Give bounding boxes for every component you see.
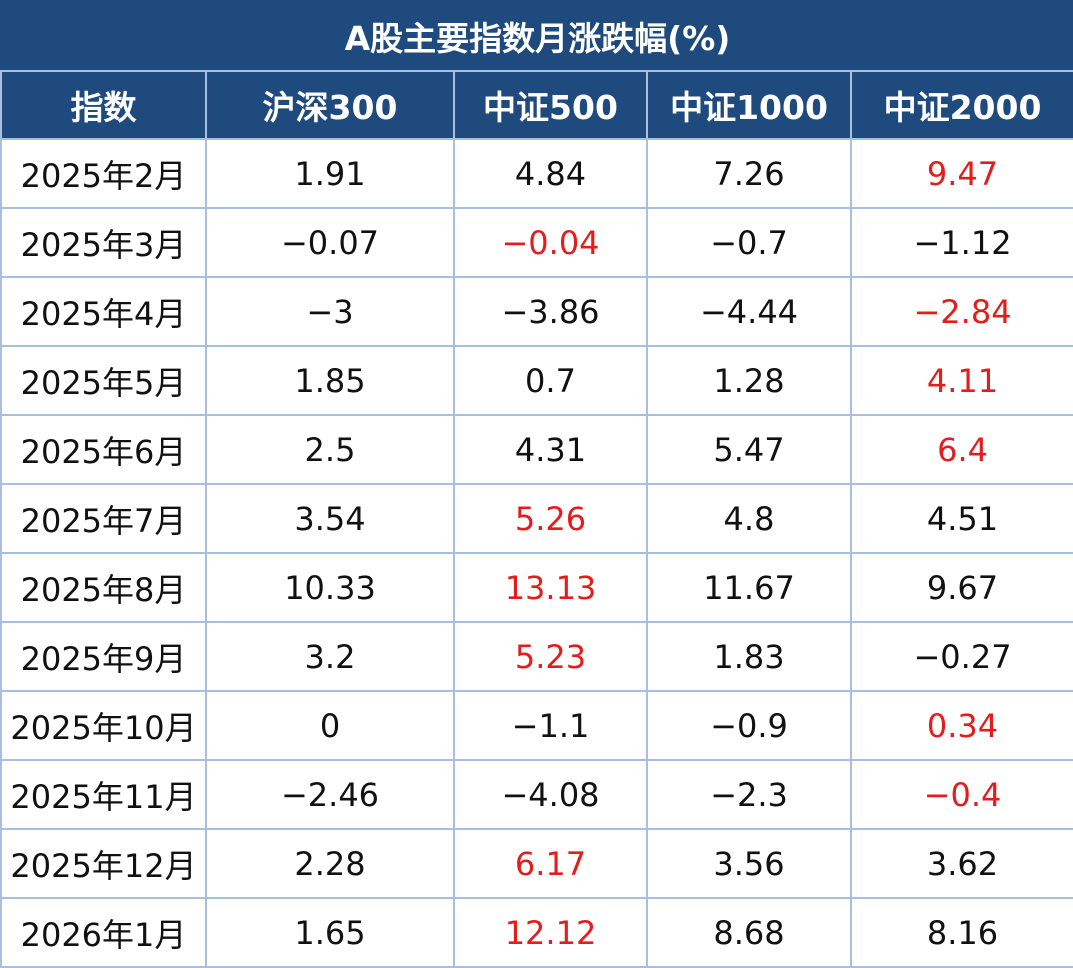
column-header: 中证2000 [849,70,1073,140]
table-row: 2025年4月 −3 −3.86 −4.44 −2.84 [0,276,1073,347]
value-cell: 2.28 [205,828,455,899]
value-cell: 8.68 [646,897,852,968]
month-cell: 2025年6月 [0,414,207,485]
value-cell: 9.47 [849,138,1073,209]
month-cell: 2025年7月 [0,483,207,554]
value-cell: 5.47 [646,414,852,485]
table-row: 2025年7月 3.54 5.26 4.8 4.51 [0,483,1073,554]
value-cell: −0.4 [849,759,1073,830]
value-cell: −1.1 [453,690,648,761]
value-cell: 2.5 [205,414,455,485]
table-row: 2025年12月 2.28 6.17 3.56 3.62 [0,828,1073,899]
table-row: 2025年2月 1.91 4.84 7.26 9.47 [0,138,1073,209]
value-cell: 4.8 [646,483,852,554]
value-cell: 3.56 [646,828,852,899]
month-cell: 2025年3月 [0,207,207,278]
table-row: 2025年6月 2.5 4.31 5.47 6.4 [0,414,1073,485]
value-cell: 1.28 [646,345,852,416]
value-cell: −1.12 [849,207,1073,278]
table-row: 2025年10月 0 −1.1 −0.9 0.34 [0,690,1073,761]
value-cell: −2.84 [849,276,1073,347]
value-cell: 4.11 [849,345,1073,416]
value-cell: 10.33 [205,552,455,623]
table-row: 2025年5月 1.85 0.7 1.28 4.11 [0,345,1073,416]
header-row: 指数 沪深300 中证500 中证1000 中证2000 [0,70,1073,140]
value-cell: 7.26 [646,138,852,209]
value-cell: −2.46 [205,759,455,830]
month-cell: 2025年10月 [0,690,207,761]
value-cell: −0.9 [646,690,852,761]
month-cell: 2025年2月 [0,138,207,209]
month-cell: 2025年8月 [0,552,207,623]
value-cell: 6.4 [849,414,1073,485]
column-header: 中证500 [453,70,648,140]
value-cell: 3.62 [849,828,1073,899]
table-row: 2026年1月 1.65 12.12 8.68 8.16 [0,897,1073,968]
value-cell: −4.08 [453,759,648,830]
month-cell: 2026年1月 [0,897,207,968]
value-cell: 1.83 [646,621,852,692]
month-cell: 2025年5月 [0,345,207,416]
value-cell: 1.91 [205,138,455,209]
value-cell: 5.23 [453,621,648,692]
table-title: A股主要指数月涨跌幅(%) [0,0,1073,72]
value-cell: 12.12 [453,897,648,968]
value-cell: 1.65 [205,897,455,968]
value-cell: 4.84 [453,138,648,209]
value-cell: −0.7 [646,207,852,278]
table-row: 2025年8月 10.33 13.13 11.67 9.67 [0,552,1073,623]
value-cell: 0 [205,690,455,761]
value-cell: 11.67 [646,552,852,623]
value-cell: −0.04 [453,207,648,278]
value-cell: 3.54 [205,483,455,554]
value-cell: 1.85 [205,345,455,416]
value-cell: 5.26 [453,483,648,554]
value-cell: −0.07 [205,207,455,278]
value-cell: 9.67 [849,552,1073,623]
table-row: 2025年3月 −0.07 −0.04 −0.7 −1.12 [0,207,1073,278]
value-cell: −0.27 [849,621,1073,692]
value-cell: 0.7 [453,345,648,416]
value-cell: 13.13 [453,552,648,623]
table-row: 2025年11月 −2.46 −4.08 −2.3 −0.4 [0,759,1073,830]
value-cell: −3 [205,276,455,347]
column-header: 中证1000 [646,70,852,140]
value-cell: 6.17 [453,828,648,899]
value-cell: −4.44 [646,276,852,347]
column-header: 指数 [0,70,207,140]
value-cell: −2.3 [646,759,852,830]
month-cell: 2025年9月 [0,621,207,692]
table-row: 2025年9月 3.2 5.23 1.83 −0.27 [0,621,1073,692]
value-cell: 8.16 [849,897,1073,968]
month-cell: 2025年11月 [0,759,207,830]
month-cell: 2025年4月 [0,276,207,347]
month-cell: 2025年12月 [0,828,207,899]
value-cell: 0.34 [849,690,1073,761]
value-cell: 4.51 [849,483,1073,554]
column-header: 沪深300 [205,70,455,140]
value-cell: −3.86 [453,276,648,347]
value-cell: 4.31 [453,414,648,485]
value-cell: 3.2 [205,621,455,692]
